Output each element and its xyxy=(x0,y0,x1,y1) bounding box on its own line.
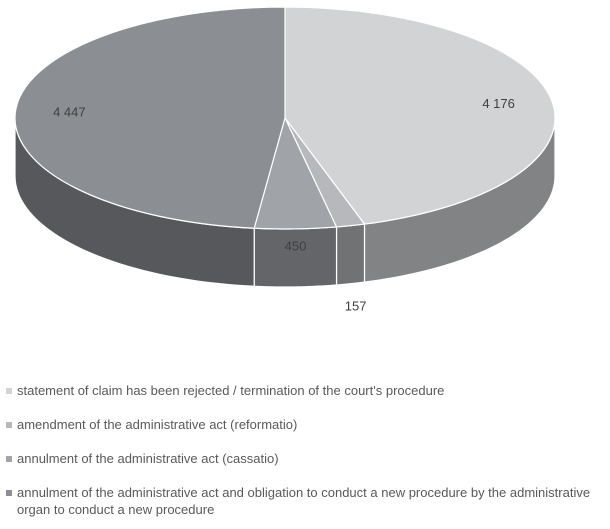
data-label: 4 176 xyxy=(482,96,515,111)
data-label: 450 xyxy=(285,238,307,253)
legend-item: amendment of the administrative act (ref… xyxy=(6,416,606,433)
legend: statement of claim has been rejected / t… xyxy=(6,382,606,529)
slice xyxy=(284,6,556,225)
slice xyxy=(14,6,286,229)
legend-item: statement of claim has been rejected / t… xyxy=(6,382,606,399)
chart: 4 176 157 450 4 447 xyxy=(14,6,556,313)
legend-item: annulment of the administrative act and … xyxy=(6,484,606,518)
data-label: 4 447 xyxy=(53,104,86,119)
legend-label: statement of claim has been rejected / t… xyxy=(17,383,445,398)
slice-side xyxy=(335,223,366,286)
legend-swatch xyxy=(6,422,12,428)
slice-side xyxy=(253,226,338,288)
legend-swatch xyxy=(6,490,12,496)
legend-label: amendment of the administrative act (ref… xyxy=(17,417,298,432)
legend-swatch xyxy=(6,388,12,394)
legend-swatch xyxy=(6,456,12,462)
legend-label: annulment of the administrative act and … xyxy=(17,485,591,517)
data-label: 157 xyxy=(345,298,367,313)
legend-label: annulment of the administrative act (cas… xyxy=(17,451,279,466)
legend-item: annulment of the administrative act (cas… xyxy=(6,450,606,467)
